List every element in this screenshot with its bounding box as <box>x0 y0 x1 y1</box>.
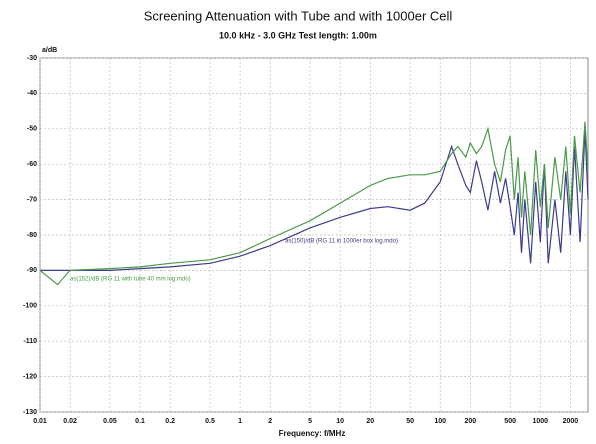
y-tick-label: -100 <box>23 303 37 310</box>
chart-title: Screening Attenuation with Tube and with… <box>144 8 453 23</box>
y-tick-label: -60 <box>27 161 37 168</box>
series-label: as(150)/dB (RG 11 in 1000er box log.mdo) <box>285 239 398 245</box>
x-tick-label: 50 <box>406 418 414 425</box>
series-label: as(152)/dB (RG 11 with tube 40 mm log.md… <box>70 277 191 283</box>
x-tick-label: 0.5 <box>205 418 215 425</box>
x-tick-label: 2000 <box>563 418 579 425</box>
y-tick-label: -40 <box>27 90 37 97</box>
data-line <box>39 121 589 286</box>
data-line <box>40 128 589 271</box>
y-tick-label: -120 <box>23 373 37 380</box>
y-tick-label: -130 <box>23 409 37 416</box>
x-tick-label: 0.02 <box>63 418 77 425</box>
x-tick-label: 2 <box>268 418 272 425</box>
y-tick-label: -70 <box>27 196 37 203</box>
y-tick-label: -30 <box>27 55 37 62</box>
x-tick-label: 1 <box>238 418 242 425</box>
x-tick-label: 5 <box>308 418 312 425</box>
x-tick-label: 200 <box>464 418 476 425</box>
x-tick-label: 0.01 <box>33 418 47 425</box>
y-tick-label: -80 <box>27 232 37 239</box>
x-tick-label: 100 <box>434 418 446 425</box>
x-tick-label: 1000 <box>532 418 548 425</box>
chart-subtitle: 10.0 kHz - 3.0 GHz Test length: 1.00m <box>219 30 377 40</box>
x-tick-label: 500 <box>504 418 516 425</box>
x-tick-label: 0.2 <box>165 418 175 425</box>
y-tick-label: -90 <box>27 267 37 274</box>
x-axis-label: Frequency: f/MHz <box>279 429 346 438</box>
y-tick-label: -110 <box>23 338 37 345</box>
x-tick-label: 10 <box>336 418 344 425</box>
y-axis-label: a/dB <box>42 47 57 54</box>
y-tick-label: -50 <box>27 126 37 133</box>
x-tick-label: 0.05 <box>103 418 117 425</box>
x-tick-label: 0.1 <box>135 418 145 425</box>
x-tick-label: 20 <box>366 418 374 425</box>
